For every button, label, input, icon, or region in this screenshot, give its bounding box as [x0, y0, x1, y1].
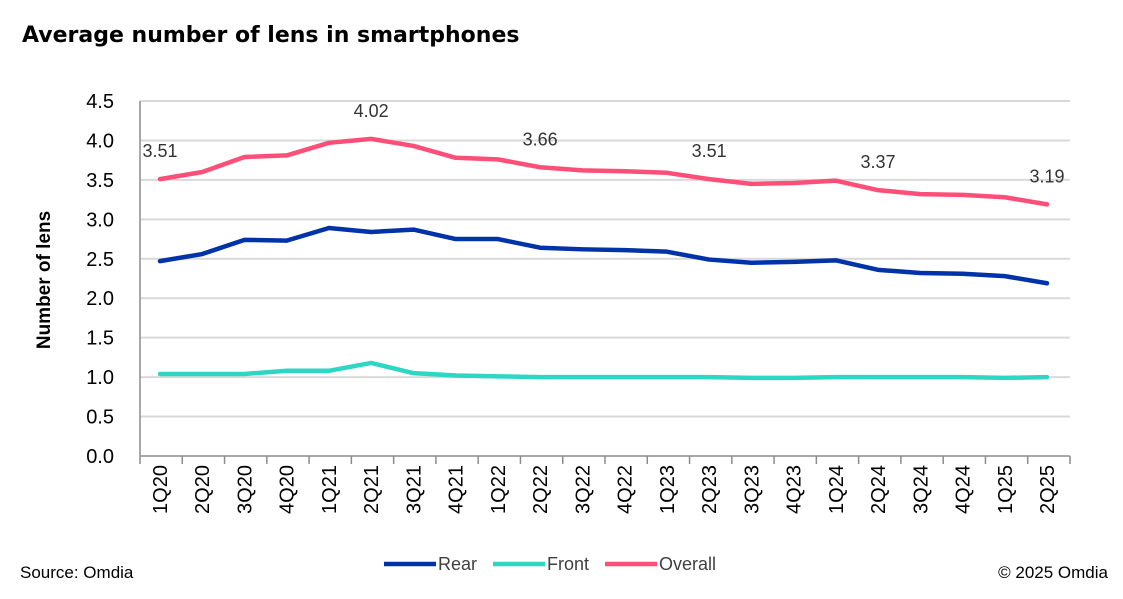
x-tick-label: 2Q24: [868, 465, 890, 514]
x-tick-label: 1Q23: [657, 465, 679, 514]
x-tick-label: 2Q23: [699, 465, 721, 514]
data-label: 3.51: [142, 141, 177, 161]
series-line-front: [157, 360, 1050, 381]
x-tick-label: 4Q22: [615, 465, 637, 514]
x-tick-label: 3Q22: [572, 465, 594, 514]
y-tick-label: 1.0: [86, 367, 114, 389]
x-tick-label: 3Q23: [741, 465, 763, 514]
data-label: 3.19: [1029, 166, 1064, 186]
data-label: 4.02: [354, 101, 389, 121]
y-axis-label: Number of lens: [34, 211, 55, 349]
y-tick-label: 2.5: [86, 249, 114, 271]
data-label: 3.51: [692, 141, 727, 161]
x-tick-label: 3Q24: [910, 465, 932, 514]
x-tick-label: 4Q20: [277, 465, 299, 514]
x-tick-label: 1Q25: [995, 465, 1017, 514]
x-tick-label: 1Q21: [319, 465, 341, 514]
y-tick-label: 0.5: [86, 407, 114, 429]
chart-title: Average number of lens in smartphones: [22, 23, 519, 48]
x-tick-label: 2Q20: [192, 465, 214, 514]
y-tick-label: 3.5: [86, 170, 114, 192]
y-tick-label: 1.5: [86, 328, 114, 350]
x-tick-label: 3Q20: [234, 465, 256, 514]
y-tick-label: 3.0: [86, 209, 114, 231]
x-tick-label: 2Q21: [361, 465, 383, 514]
copyright-text: © 2025 Omdia: [998, 563, 1108, 582]
y-tick-label: 2.0: [86, 288, 114, 310]
legend-label-overall: Overall: [659, 554, 716, 574]
x-tick-label: 4Q24: [953, 465, 975, 514]
series-line-overall: [157, 136, 1050, 207]
y-tick-label: 4.0: [86, 130, 114, 152]
x-tick-label: 1Q24: [826, 465, 848, 514]
legend-label-rear: Rear: [438, 554, 477, 574]
y-tick-label: 0.0: [86, 446, 114, 468]
x-tick-label: 1Q22: [488, 465, 510, 514]
x-tick-label: 3Q21: [403, 465, 425, 514]
x-tick-label: 4Q23: [784, 465, 806, 514]
data-label: 3.37: [861, 152, 896, 172]
source-text: Source: Omdia: [20, 563, 134, 582]
legend-label-front: Front: [547, 554, 589, 574]
series-line-rear: [157, 225, 1050, 286]
x-tick-label: 4Q21: [446, 465, 468, 514]
x-tick-label: 2Q25: [1037, 465, 1059, 514]
y-tick-label: 4.5: [86, 91, 114, 113]
x-tick-label: 2Q22: [530, 465, 552, 514]
x-tick-label: 1Q20: [150, 465, 172, 514]
data-label: 3.66: [523, 129, 558, 149]
